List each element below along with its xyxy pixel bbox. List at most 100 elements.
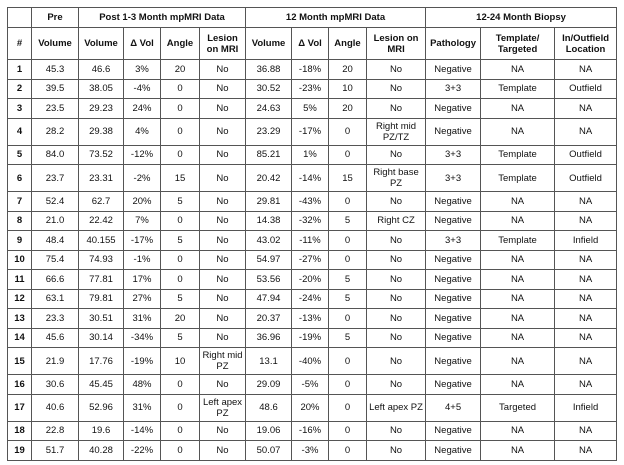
table-cell: 10 [160, 347, 200, 375]
table-cell: -32% [291, 210, 329, 231]
row-number: 3 [7, 98, 32, 119]
table-cell: 0 [160, 393, 200, 422]
table-cell: 0 [328, 249, 367, 270]
table-cell: Infield [554, 230, 618, 251]
table-cell: 15 [328, 164, 367, 192]
table-cell: -19% [123, 347, 161, 375]
table-cell: 19.06 [245, 420, 292, 441]
table-cell: 20 [160, 308, 200, 329]
table-cell: 20.37 [245, 308, 292, 329]
table-cell: 40.28 [78, 440, 124, 461]
table-cell: 40.6 [31, 393, 79, 422]
table-cell: -3% [291, 440, 329, 461]
table-cell: 5 [328, 210, 367, 231]
table-cell: 0 [160, 420, 200, 441]
table-cell: 29.23 [78, 98, 124, 119]
row-number: 5 [7, 144, 32, 165]
table-cell: No [365, 191, 427, 212]
table-cell: 5 [160, 327, 200, 348]
table-cell: 24.63 [245, 98, 292, 119]
table-cell: NA [480, 117, 556, 146]
table-cell: No [199, 98, 246, 119]
column-header: Lesion on MRI [199, 27, 246, 60]
table-row: 16 30.6 45.45 48% 0 No 29.09 -5% 0 No Negative NA NA [7, 374, 618, 395]
table-cell: No [365, 327, 427, 348]
table-cell: 45.45 [78, 374, 124, 395]
table-cell: 0 [160, 374, 200, 395]
table-row: 7 52.4 62.7 20% 5 No 29.81 -43% 0 No Negative NA NA [7, 191, 618, 212]
row-number: 10 [7, 249, 32, 270]
table-cell: 46.6 [78, 59, 124, 80]
table-cell: 3+3 [425, 144, 482, 165]
table-cell: Negative [425, 269, 482, 290]
table-cell: 84.0 [31, 144, 79, 165]
table-cell: 13.1 [245, 347, 292, 375]
table-cell: Negative [425, 98, 482, 119]
table-cell: 28.2 [31, 117, 79, 146]
table-cell: NA [554, 347, 618, 375]
table-cell: No [365, 78, 427, 99]
column-header: Volume [245, 27, 292, 60]
table-cell: 0 [160, 249, 200, 270]
table-cell: -4% [123, 78, 161, 99]
table-cell: 20 [328, 98, 367, 119]
table-row: 8 21.0 22.42 7% 0 No 14.38 -32% 5 Right CZ Negativ… [7, 210, 618, 231]
row-number: 14 [7, 327, 32, 348]
table-cell: Template [480, 144, 556, 165]
table-cell: NA [554, 308, 618, 329]
table-cell: NA [480, 440, 556, 461]
table-cell: 5 [160, 230, 200, 251]
table-cell: NA [554, 117, 618, 146]
table-row: 9 48.4 40.155 -17% 5 No 43.02 -11% 0 No 3+3 Templat… [7, 230, 618, 251]
table-cell: 0 [160, 98, 200, 119]
table-cell: Template [480, 164, 556, 192]
table-cell: 40.155 [78, 230, 124, 251]
table-cell: 4+5 [425, 393, 482, 422]
table-cell: 30.52 [245, 78, 292, 99]
row-number: 19 [7, 440, 32, 461]
column-header: Δ Vol [123, 27, 161, 60]
table-cell: NA [554, 374, 618, 395]
table-cell: 27% [123, 288, 161, 309]
table-cell: No [365, 249, 427, 270]
table-cell: Negative [425, 308, 482, 329]
table-cell: NA [480, 249, 556, 270]
table-cell: 62.7 [78, 191, 124, 212]
table-row: 1 45.3 46.6 3% 20 No 36.88 -18% 20 No Negative NA NA [7, 59, 618, 80]
table-cell: No [199, 374, 246, 395]
table-cell: -16% [291, 420, 329, 441]
table-cell: Negative [425, 249, 482, 270]
table-cell: 52.4 [31, 191, 79, 212]
table-cell: No [365, 144, 427, 165]
table-cell: 0 [160, 269, 200, 290]
table-cell: Right mid PZ/TZ [365, 117, 427, 146]
table-cell: -11% [291, 230, 329, 251]
table-cell: 0 [328, 393, 367, 422]
table-cell: NA [480, 308, 556, 329]
table-cell: 0 [160, 440, 200, 461]
table-cell: -24% [291, 288, 329, 309]
table-cell: Negative [425, 420, 482, 441]
table-cell: NA [554, 269, 618, 290]
table-cell: 79.81 [78, 288, 124, 309]
table-row: 3 23.5 29.23 24% 0 No 24.63 5% 20 No Negative NA NA [7, 98, 618, 119]
table-cell: NA [480, 288, 556, 309]
table-cell: -14% [123, 420, 161, 441]
table-cell: -17% [123, 230, 161, 251]
table-cell: 5% [291, 98, 329, 119]
table-cell: 0 [160, 78, 200, 99]
table-cell: No [365, 440, 427, 461]
table-cell: No [199, 308, 246, 329]
table-cell: 5 [160, 191, 200, 212]
table-row: 6 23.7 23.31 -2% 15 No 20.42 -14% 15 Right base P… [7, 164, 618, 192]
column-header: Lesion on MRI [365, 27, 427, 60]
column-header-row: # Volume Volume Δ Vol Angle Lesion on MRI Volu… [7, 27, 618, 60]
table-cell: 20.42 [245, 164, 292, 192]
table-cell: 39.5 [31, 78, 79, 99]
table-cell: 45.6 [31, 327, 79, 348]
column-header: Volume [31, 27, 79, 60]
table-cell: Infield [554, 393, 618, 422]
table-cell: 23.7 [31, 164, 79, 192]
table-cell: NA [480, 59, 556, 80]
table-cell: 3+3 [425, 78, 482, 99]
